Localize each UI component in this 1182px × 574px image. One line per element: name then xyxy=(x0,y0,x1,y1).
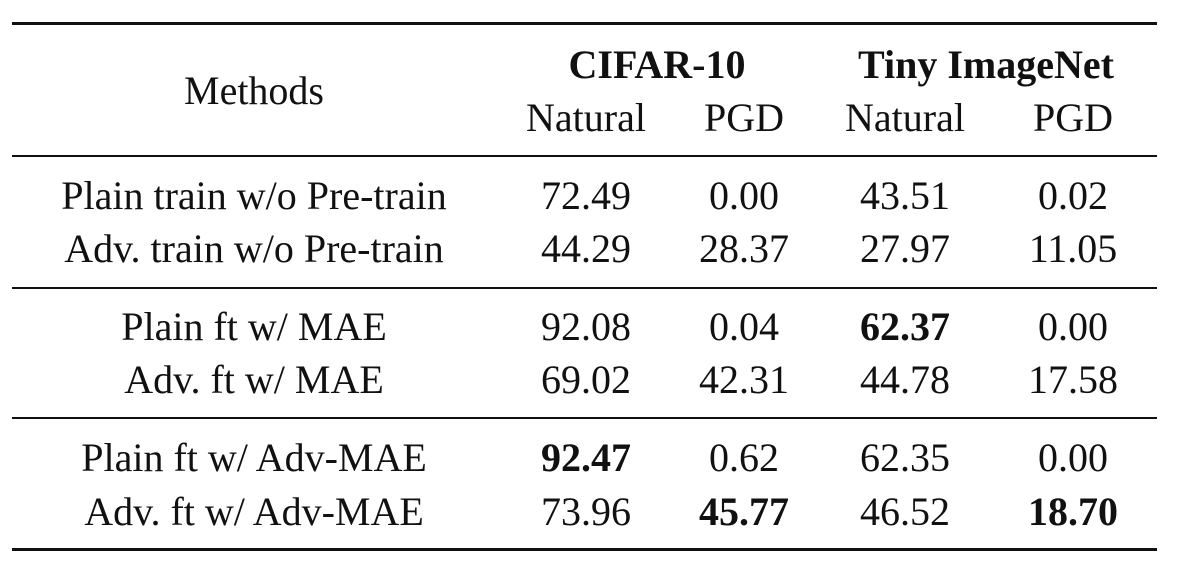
value-cell-cifar10-pgd: 28.37 xyxy=(699,226,789,271)
value-cell-tiny-natural: 27.97 xyxy=(860,226,950,271)
value-cell-cifar10-pgd: 42.31 xyxy=(699,357,789,402)
method-label: Plain ft w/ MAE xyxy=(121,304,387,349)
value-cell-cifar10-pgd: 0.62 xyxy=(709,435,779,480)
method-label: Adv. ft w/ MAE xyxy=(124,357,384,402)
value-cell-tiny-pgd: 11.05 xyxy=(1028,226,1118,271)
value-cell-tiny-pgd: 0.00 xyxy=(1038,435,1108,480)
value-cell-cifar10-natural: 69.02 xyxy=(541,357,631,402)
value-cell-cifar10-natural: 44.29 xyxy=(541,226,631,271)
col-header-tiny-pgd: PGD xyxy=(1032,95,1114,140)
value-cell-tiny-natural: 46.52 xyxy=(860,489,950,534)
group-1-rule xyxy=(12,287,1157,289)
col-header-cifar10-pgd: PGD xyxy=(703,95,785,140)
value-cell-cifar10-natural: 92.47 xyxy=(541,435,631,480)
method-label: Adv. ft w/ Adv-MAE xyxy=(84,489,424,534)
col-header-cifar10-natural: Natural xyxy=(526,95,646,140)
value-cell-tiny-pgd: 17.58 xyxy=(1028,357,1118,402)
value-cell-cifar10-natural: 73.96 xyxy=(541,489,631,534)
col-header-tiny-natural: Natural xyxy=(845,95,965,140)
value-cell-cifar10-pgd: 45.77 xyxy=(699,489,789,534)
methods-header: Methods xyxy=(184,68,324,113)
value-cell-cifar10-pgd: 0.00 xyxy=(709,173,779,218)
value-cell-cifar10-natural: 92.08 xyxy=(541,304,631,349)
value-cell-tiny-natural: 44.78 xyxy=(860,357,950,402)
value-cell-tiny-natural: 62.37 xyxy=(860,304,950,349)
value-cell-tiny-natural: 43.51 xyxy=(860,173,950,218)
dataset-header-tiny-imagenet: Tiny ImageNet xyxy=(858,42,1114,87)
value-cell-cifar10-pgd: 0.04 xyxy=(709,304,779,349)
value-cell-tiny-pgd: 0.02 xyxy=(1038,173,1108,218)
value-cell-tiny-pgd: 0.00 xyxy=(1038,304,1108,349)
group-2-rule xyxy=(12,417,1157,419)
value-cell-cifar10-natural: 72.49 xyxy=(541,173,631,218)
value-cell-tiny-pgd: 18.70 xyxy=(1028,489,1118,534)
method-label: Adv. train w/o Pre-train xyxy=(64,226,444,271)
bottom-rule xyxy=(12,548,1157,551)
method-label: Plain ft w/ Adv-MAE xyxy=(81,435,427,480)
top-rule xyxy=(12,22,1157,25)
header-rule xyxy=(12,155,1157,157)
value-cell-tiny-natural: 62.35 xyxy=(860,435,950,480)
method-label: Plain train w/o Pre-train xyxy=(61,173,447,218)
dataset-header-cifar10: CIFAR-10 xyxy=(568,42,746,87)
